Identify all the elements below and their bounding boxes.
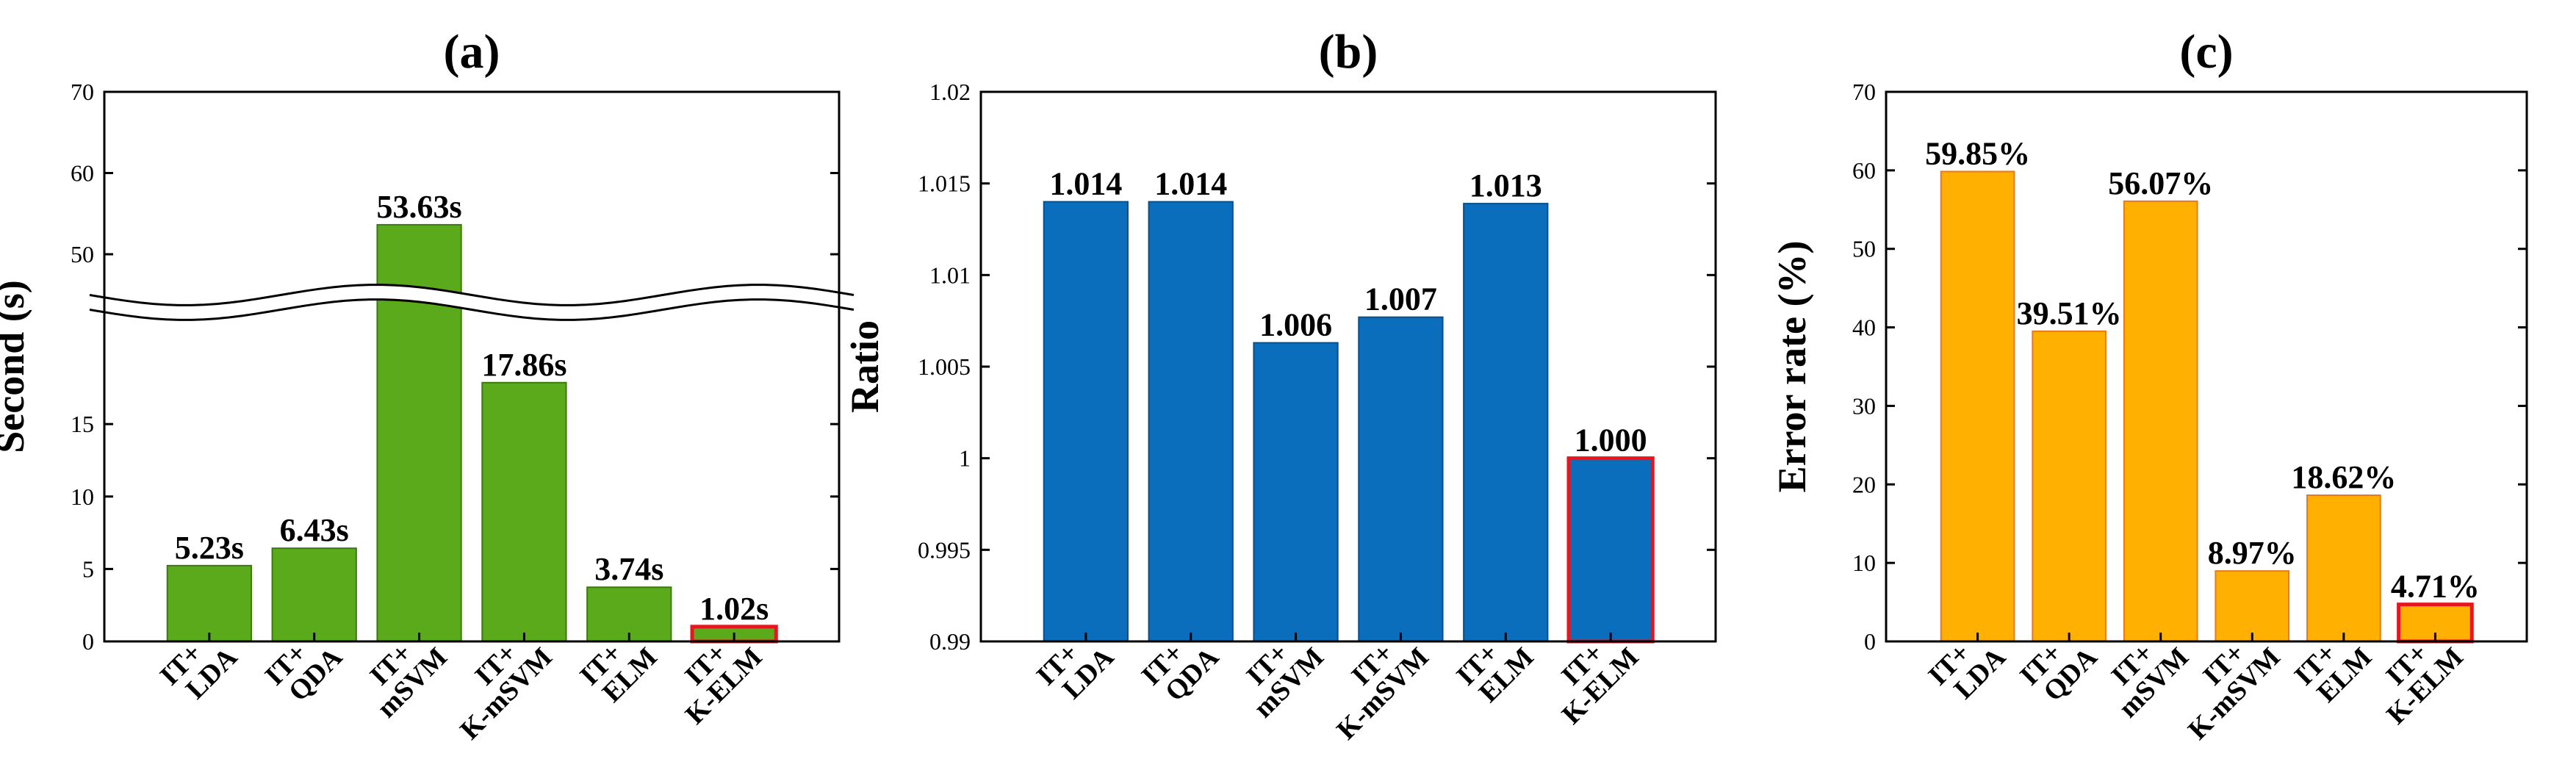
panel-1: 5.23sIT+LDA6.43sIT+QDA53.63sIT+mSVM17.86… xyxy=(0,25,855,746)
y-axis-label: Error rate (%) xyxy=(1770,241,1814,493)
y-tick-label: 20 xyxy=(1852,471,1876,497)
y-tick-label: 1.005 xyxy=(918,353,971,380)
y-tick-label: 10 xyxy=(1852,550,1876,576)
bar-lda xyxy=(1940,170,2015,642)
y-tick-label: 60 xyxy=(1852,157,1876,184)
axis-break-line-top xyxy=(89,284,855,306)
y-tick-label: 15 xyxy=(71,411,94,437)
data-label: 3.74s xyxy=(594,551,663,587)
y-tick-label: 1.01 xyxy=(929,262,971,288)
bar-qda xyxy=(2032,330,2107,642)
y-tick-label: 70 xyxy=(71,79,94,105)
panel-title: (b) xyxy=(1319,25,1378,79)
y-axis-label: Second (s) xyxy=(0,280,32,453)
bar-lda xyxy=(166,564,252,643)
bar-k-msvm xyxy=(481,381,567,642)
bar-qda xyxy=(271,547,357,643)
data-label: 1.006 xyxy=(1259,307,1332,343)
bar-elm xyxy=(1463,203,1549,642)
y-tick-label: 0.99 xyxy=(929,628,971,655)
bar-k-elm xyxy=(1566,456,1655,644)
bar-qda xyxy=(1148,201,1234,643)
y-tick-label: 1 xyxy=(959,445,971,472)
bar-msvm xyxy=(1253,342,1339,642)
y-tick-label: 0 xyxy=(82,628,94,655)
y-tick-label: 50 xyxy=(71,241,94,267)
y-tick-label: 10 xyxy=(71,483,94,510)
y-tick-label: 40 xyxy=(1852,314,1876,341)
y-axis-label: Ratio xyxy=(843,320,887,413)
y-tick-label: 70 xyxy=(1852,79,1876,105)
data-label: 18.62% xyxy=(2291,459,2396,495)
y-tick-label: 0.995 xyxy=(918,536,971,563)
y-tick-label: 1.02 xyxy=(929,79,971,105)
data-label: 8.97% xyxy=(2208,535,2297,571)
data-label: 1.000 xyxy=(1575,422,1647,458)
panel-3: 59.85%IT+LDA39.51%IT+QDA56.07%IT+mSVM8.9… xyxy=(1770,25,2528,746)
axis-break-band xyxy=(90,284,854,320)
data-label: 1.013 xyxy=(1469,168,1542,204)
data-label: 1.014 xyxy=(1154,166,1227,202)
y-tick-label: 50 xyxy=(1852,236,1876,262)
y-tick-label: 1.015 xyxy=(918,170,971,197)
y-tick-label: 5 xyxy=(82,555,94,582)
data-label: 53.63s xyxy=(377,189,462,225)
data-label: 5.23s xyxy=(175,530,244,566)
y-tick-label: 60 xyxy=(71,160,94,187)
bar-k-msvm xyxy=(2215,570,2290,643)
data-label: 17.86s xyxy=(481,347,566,383)
data-label: 1.014 xyxy=(1049,166,1122,202)
bar-elm xyxy=(586,586,672,643)
data-label: 39.51% xyxy=(2017,295,2122,331)
bar-elm xyxy=(2306,494,2381,642)
panel-title: (a) xyxy=(444,25,500,79)
data-label: 1.02s xyxy=(699,591,769,627)
data-label: 4.71% xyxy=(2391,569,2480,605)
y-tick-label: 30 xyxy=(1852,392,1876,419)
y-tick-label: 0 xyxy=(1864,628,1876,655)
bar-k-msvm xyxy=(1358,316,1444,642)
axes-frame xyxy=(1885,90,2528,643)
data-label: 1.007 xyxy=(1364,281,1437,317)
bar-msvm xyxy=(2123,200,2198,642)
panel-2: 1.014IT+LDA1.014IT+QDA1.006IT+mSVM1.007I… xyxy=(843,25,1717,746)
axis-break-line-bottom xyxy=(89,298,855,321)
axes-frame xyxy=(103,90,841,643)
data-label: 59.85% xyxy=(1925,135,2030,171)
panel-title: (c) xyxy=(2179,25,2233,79)
data-label: 6.43s xyxy=(280,512,349,548)
data-label: 56.07% xyxy=(2108,165,2213,201)
bar-lda xyxy=(1043,201,1129,643)
